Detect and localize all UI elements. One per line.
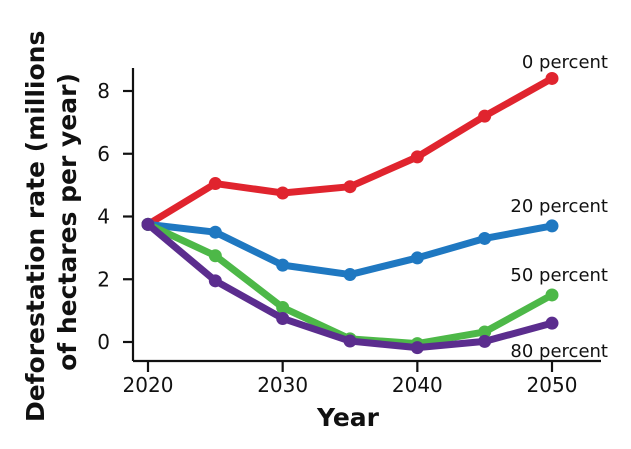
data-point xyxy=(276,311,290,325)
data-point xyxy=(276,186,290,200)
y-axis-title: Deforestation rate (millions of hectares… xyxy=(21,22,82,422)
tick-group: 0 2 4 6 8 2020 2030 2040 2050 xyxy=(97,79,577,397)
x-tick-label: 2030 xyxy=(257,373,308,397)
series-line xyxy=(144,74,556,228)
data-point xyxy=(545,219,559,233)
data-point xyxy=(208,274,222,288)
y-tick-label: 8 xyxy=(97,79,110,103)
series-80-percent xyxy=(141,217,559,355)
axes xyxy=(131,68,601,363)
data-point xyxy=(410,341,424,355)
data-point xyxy=(478,109,492,123)
x-axis-title: Year xyxy=(316,403,380,432)
x-tick-label: 2050 xyxy=(527,373,578,397)
data-point xyxy=(343,180,357,194)
data-point xyxy=(545,316,559,330)
series-label: 20 percent xyxy=(510,196,608,217)
x-tick-label: 2020 xyxy=(123,373,174,397)
data-point xyxy=(545,288,559,302)
data-point xyxy=(545,71,559,85)
data-point xyxy=(208,225,222,239)
x-tick-label: 2040 xyxy=(392,373,443,397)
data-point xyxy=(276,300,290,314)
data-point xyxy=(478,325,492,339)
series-group xyxy=(141,71,559,355)
data-point xyxy=(410,251,424,265)
data-point xyxy=(410,150,424,164)
y-tick-label: 2 xyxy=(97,267,110,291)
y-tick-label: 0 xyxy=(97,330,110,354)
series-line xyxy=(144,220,556,348)
data-point xyxy=(478,231,492,245)
data-point xyxy=(208,177,222,191)
data-point xyxy=(141,217,155,231)
series-label: 80 percent xyxy=(510,341,608,362)
series-20-percent xyxy=(141,217,559,282)
data-point xyxy=(343,268,357,282)
series-label: 50 percent xyxy=(510,265,608,286)
y-tick-label: 4 xyxy=(97,205,110,229)
series-label-group: 0 percent 20 percent 50 percent 80 percent xyxy=(510,52,608,362)
y-axis-title-line-2: of hectares per year) xyxy=(53,73,82,371)
data-point xyxy=(343,334,357,348)
data-point xyxy=(276,258,290,272)
y-tick-label: 6 xyxy=(97,142,110,166)
series-label: 0 percent xyxy=(522,52,608,73)
data-point xyxy=(208,249,222,263)
series-0-percent xyxy=(141,71,559,231)
data-point xyxy=(478,334,492,348)
y-axis-title-line-1: Deforestation rate (millions xyxy=(21,31,50,422)
